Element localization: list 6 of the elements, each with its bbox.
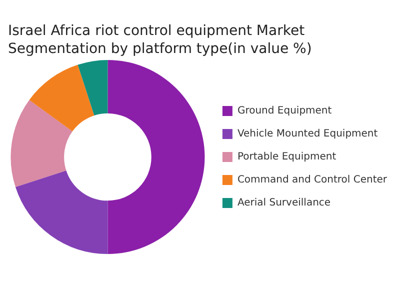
legend-label: Portable Equipment — [237, 152, 336, 163]
legend-label: Aerial Surveillance — [237, 198, 331, 209]
legend-label: Command and Control Center — [237, 174, 388, 186]
legend-label: Vehicle Mounted Equipment — [237, 128, 378, 140]
chart-title: Israel Africa riot control equipment Market Segmentation by platform type(in value %) — [8, 22, 313, 58]
legend-label: Ground Equipment — [237, 106, 332, 117]
